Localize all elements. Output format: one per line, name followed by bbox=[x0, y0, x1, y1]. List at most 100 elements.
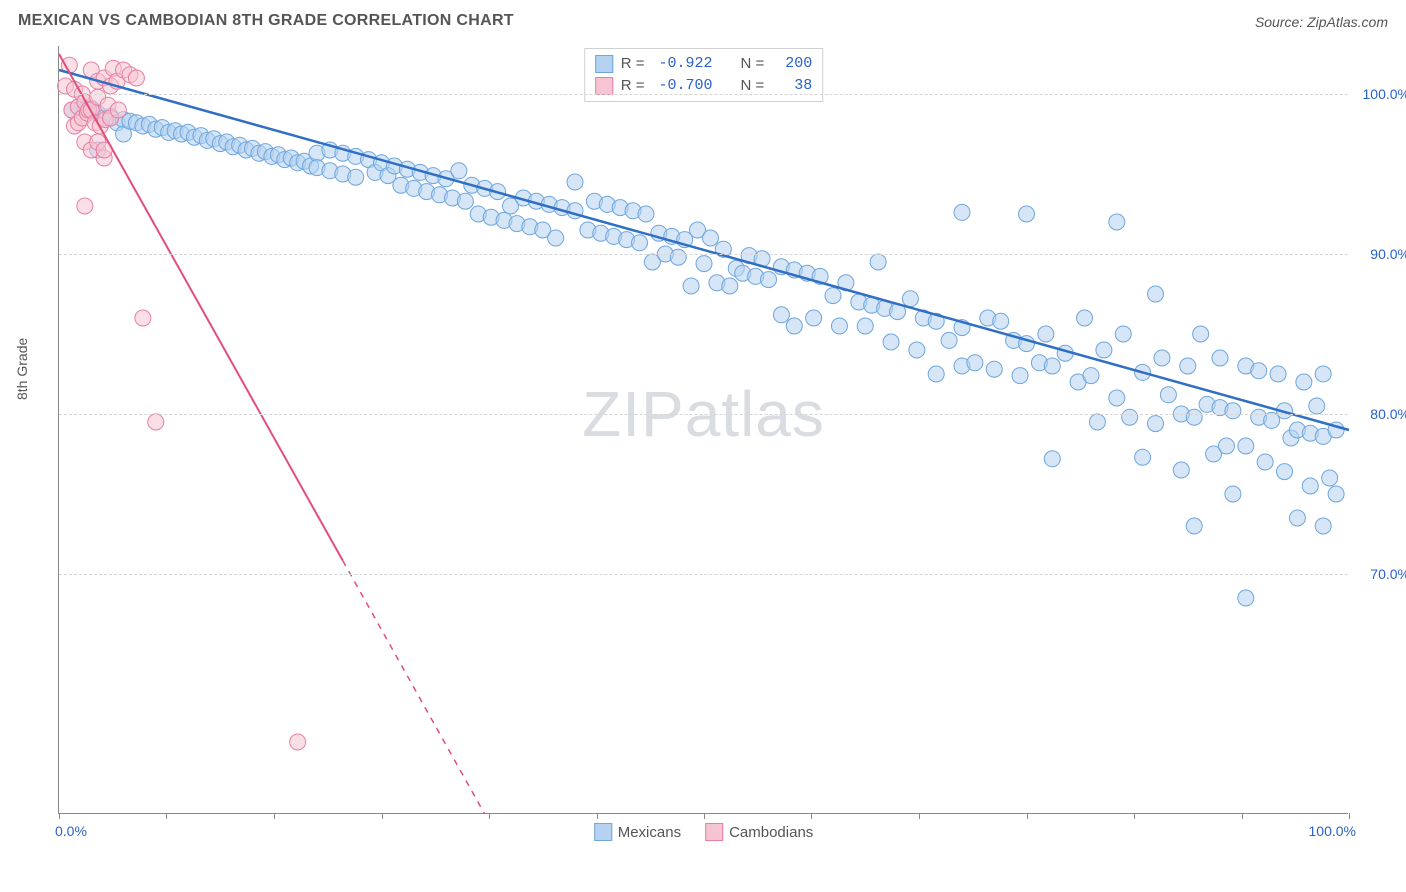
data-point bbox=[1186, 518, 1202, 534]
data-point bbox=[883, 334, 899, 350]
data-point bbox=[1109, 214, 1125, 230]
legend-swatch bbox=[595, 55, 613, 73]
data-point bbox=[1315, 518, 1331, 534]
data-point bbox=[1238, 438, 1254, 454]
legend-series-label: Cambodians bbox=[729, 824, 813, 841]
data-point bbox=[1122, 409, 1138, 425]
data-point bbox=[986, 361, 1002, 377]
data-point bbox=[670, 249, 686, 265]
data-point bbox=[1277, 464, 1293, 480]
x-tick bbox=[1242, 813, 1243, 819]
data-point bbox=[1096, 342, 1112, 358]
data-point bbox=[128, 70, 144, 86]
data-point bbox=[761, 272, 777, 288]
legend-series: Mexicans Cambodians bbox=[594, 823, 814, 841]
plot-area: ZIPatlas R =-0.922N =200R =-0.700N = 38 … bbox=[58, 46, 1348, 814]
data-point bbox=[857, 318, 873, 334]
data-point bbox=[567, 174, 583, 190]
data-point bbox=[1089, 414, 1105, 430]
legend-R-label: R = bbox=[621, 53, 645, 75]
data-point bbox=[1160, 387, 1176, 403]
x-tick bbox=[1349, 813, 1350, 819]
x-tick bbox=[919, 813, 920, 819]
gridline-h bbox=[59, 254, 1348, 255]
trendline bbox=[59, 70, 1349, 430]
data-point bbox=[954, 204, 970, 220]
data-point bbox=[1038, 326, 1054, 342]
data-point bbox=[1225, 403, 1241, 419]
data-point bbox=[1251, 363, 1267, 379]
y-tick-label: 100.0% bbox=[1363, 86, 1406, 102]
data-point bbox=[1109, 390, 1125, 406]
data-point bbox=[1044, 358, 1060, 374]
data-point bbox=[1218, 438, 1234, 454]
data-point bbox=[909, 342, 925, 358]
x-tick bbox=[1134, 813, 1135, 819]
x-tick bbox=[489, 813, 490, 819]
data-point bbox=[1315, 366, 1331, 382]
data-point bbox=[1135, 449, 1151, 465]
data-point bbox=[1257, 454, 1273, 470]
data-point bbox=[638, 206, 654, 222]
data-point bbox=[1019, 206, 1035, 222]
data-point bbox=[702, 230, 718, 246]
gridline-h bbox=[59, 414, 1348, 415]
chart-title: MEXICAN VS CAMBODIAN 8TH GRADE CORRELATI… bbox=[18, 12, 514, 29]
x-tick bbox=[811, 813, 812, 819]
gridline-h bbox=[59, 574, 1348, 575]
data-point bbox=[1289, 510, 1305, 526]
data-point bbox=[348, 169, 364, 185]
x-tick bbox=[1027, 813, 1028, 819]
data-point bbox=[683, 278, 699, 294]
data-point bbox=[825, 288, 841, 304]
data-point bbox=[722, 278, 738, 294]
legend-stats-row: R =-0.922N =200 bbox=[595, 53, 813, 75]
data-point bbox=[548, 230, 564, 246]
x-tick bbox=[597, 813, 598, 819]
data-point bbox=[1296, 374, 1312, 390]
x-axis-min-label: 0.0% bbox=[55, 823, 87, 839]
data-point bbox=[696, 256, 712, 272]
data-point bbox=[290, 734, 306, 750]
x-tick bbox=[59, 813, 60, 819]
data-point bbox=[632, 235, 648, 251]
x-tick bbox=[704, 813, 705, 819]
data-point bbox=[1148, 416, 1164, 432]
data-point bbox=[993, 313, 1009, 329]
data-point bbox=[1309, 398, 1325, 414]
legend-series-item: Cambodians bbox=[705, 823, 813, 841]
data-point bbox=[1193, 326, 1209, 342]
trendline-dashed bbox=[343, 561, 485, 814]
y-tick-label: 90.0% bbox=[1370, 246, 1406, 262]
data-point bbox=[1154, 350, 1170, 366]
legend-series-label: Mexicans bbox=[618, 824, 681, 841]
y-tick-label: 80.0% bbox=[1370, 406, 1406, 422]
data-point bbox=[806, 310, 822, 326]
legend-swatch bbox=[594, 823, 612, 841]
data-point bbox=[786, 318, 802, 334]
y-tick-label: 70.0% bbox=[1370, 566, 1406, 582]
data-point bbox=[110, 102, 126, 118]
y-axis-label: 8th Grade bbox=[14, 338, 30, 400]
data-point bbox=[967, 355, 983, 371]
data-point bbox=[1173, 462, 1189, 478]
data-point bbox=[457, 193, 473, 209]
data-point bbox=[1212, 350, 1228, 366]
data-point bbox=[1115, 326, 1131, 342]
data-point bbox=[1186, 409, 1202, 425]
legend-swatch bbox=[705, 823, 723, 841]
data-point bbox=[1238, 590, 1254, 606]
data-point bbox=[928, 366, 944, 382]
x-tick bbox=[166, 813, 167, 819]
data-point bbox=[1270, 366, 1286, 382]
data-point bbox=[1083, 368, 1099, 384]
data-point bbox=[1328, 486, 1344, 502]
data-point bbox=[1077, 310, 1093, 326]
data-point bbox=[941, 332, 957, 348]
data-point bbox=[1322, 470, 1338, 486]
data-point bbox=[135, 310, 151, 326]
legend-N-label: N = bbox=[741, 53, 765, 75]
data-point bbox=[1012, 368, 1028, 384]
plot-svg bbox=[59, 46, 1348, 813]
x-axis-max-label: 100.0% bbox=[1309, 823, 1356, 839]
